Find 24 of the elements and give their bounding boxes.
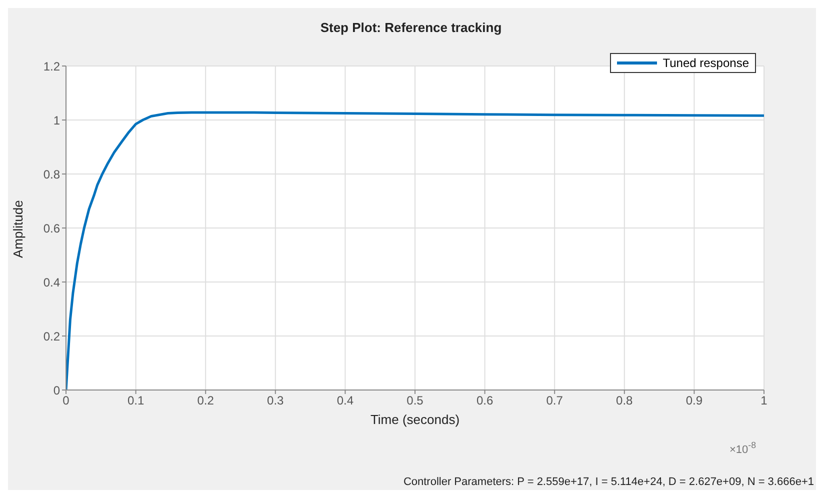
y-tick-label: 0 xyxy=(53,383,60,398)
x-tick-label: 0.8 xyxy=(616,394,634,408)
y-tick-label: 1 xyxy=(53,113,60,128)
x-tick-label: 0 xyxy=(62,394,70,408)
y-tick-label: 0.2 xyxy=(43,329,60,344)
x-axis-title: Time (seconds) xyxy=(370,412,460,427)
y-tick-label: 1.2 xyxy=(43,59,60,74)
y-axis-title: Amplitude xyxy=(10,200,26,258)
x-tick-label: 0.9 xyxy=(686,394,703,408)
x-tick-label: 0.2 xyxy=(197,394,214,408)
y-tick-label: 0.8 xyxy=(43,167,60,182)
x-tick-label: 0.1 xyxy=(127,394,144,408)
legend-label: Tuned response xyxy=(662,56,749,70)
x-tick-label: 0.4 xyxy=(336,394,354,408)
x-tick-label: 0.5 xyxy=(406,394,424,408)
y-tick-label: 0.6 xyxy=(43,221,60,236)
x-tick-label: 0.6 xyxy=(476,394,494,408)
x-tick-label: 0.3 xyxy=(267,394,284,408)
text: ×10$^{-8}$ xyxy=(730,440,756,456)
x-tick-label: 1 xyxy=(760,394,768,408)
chart-title: Step Plot: Reference tracking xyxy=(320,20,502,35)
text: Controller Parameters: P = 2.559e+17, I = 5.114e+24, D = 2.627e+09, N = 3.666e+1 xyxy=(403,476,814,488)
y-tick-label: 0.4 xyxy=(43,275,60,290)
x-tick-label: 0.7 xyxy=(546,394,564,408)
